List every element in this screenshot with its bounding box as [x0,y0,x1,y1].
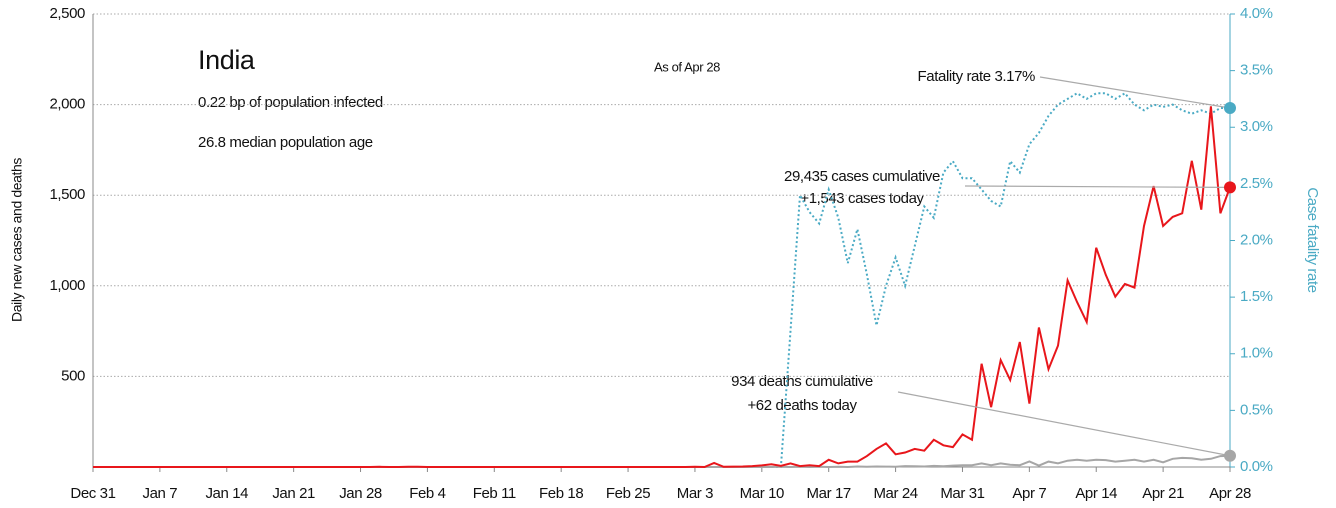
y-axis-title: Daily new cases and deaths [9,158,25,322]
x-tick-label: Feb 4 [409,485,445,502]
annotation: 0.22 bp of population infected [198,94,383,111]
y-tick-label: 500 [61,367,85,384]
x-tick-label: Jan 7 [143,485,178,502]
x-tick-label: Jan 14 [205,485,248,502]
y2-axis-title: Case fatality rate [1304,187,1321,292]
annotation: 26.8 median population age [198,134,373,151]
end-point [1224,101,1236,114]
y2-tick-label: 2.0% [1240,231,1273,248]
x-tick-label: Mar 3 [677,485,713,502]
x-tick-label: Mar 31 [940,485,984,502]
leader-line [964,185,1231,189]
x-tick-label: Feb 18 [539,485,583,502]
y2-tick-label: 1.5% [1240,288,1273,305]
leader-line [1039,76,1231,109]
y-tick-label: 2,000 [49,96,85,113]
x-tick-label: Apr 7 [1012,485,1046,502]
y2-tick-label: 4.0% [1240,5,1273,22]
x-tick-label: Apr 21 [1142,485,1184,502]
y-tick-label: 2,500 [49,5,85,22]
annotation: +62 deaths today [747,397,857,414]
x-tick-label: Feb 11 [473,485,516,502]
y2-tick-label: 3.5% [1240,62,1273,79]
annotation: Fatality rate 3.17% [918,68,1036,85]
annotation: +1,543 cases today [800,190,924,207]
y2-tick-label: 0.0% [1240,458,1273,475]
x-tick-label: Jan 28 [339,485,382,502]
x-tick-label: Jan 21 [272,485,315,502]
y-tick-label: 1,500 [49,186,85,203]
x-tick-label: Feb 25 [606,485,650,502]
x-tick-label: Apr 14 [1075,485,1117,502]
series-line [93,106,1231,469]
end-point [1224,449,1236,462]
series-line [771,92,1230,468]
y2-tick-label: 1.0% [1240,345,1273,362]
x-tick-label: Dec 31 [70,485,115,502]
annotation: 934 deaths cumulative [731,373,873,390]
y2-tick-label: 3.0% [1240,118,1273,135]
x-tick-label: Mar 10 [740,485,784,502]
leader-line [897,391,1231,457]
end-point [1224,181,1236,194]
y-tick-label: 1,000 [49,277,85,294]
x-tick-label: Mar 17 [807,485,851,502]
annotation: 29,435 cases cumulative [784,168,940,185]
y2-tick-label: 0.5% [1240,401,1273,418]
series-line [93,454,1231,469]
y2-tick-label: 2.5% [1240,175,1273,192]
subtitle: As of Apr 28 [654,59,720,74]
x-tick-label: Mar 24 [873,485,917,502]
chart-title: India [198,45,256,75]
x-tick-label: Apr 28 [1209,485,1251,502]
